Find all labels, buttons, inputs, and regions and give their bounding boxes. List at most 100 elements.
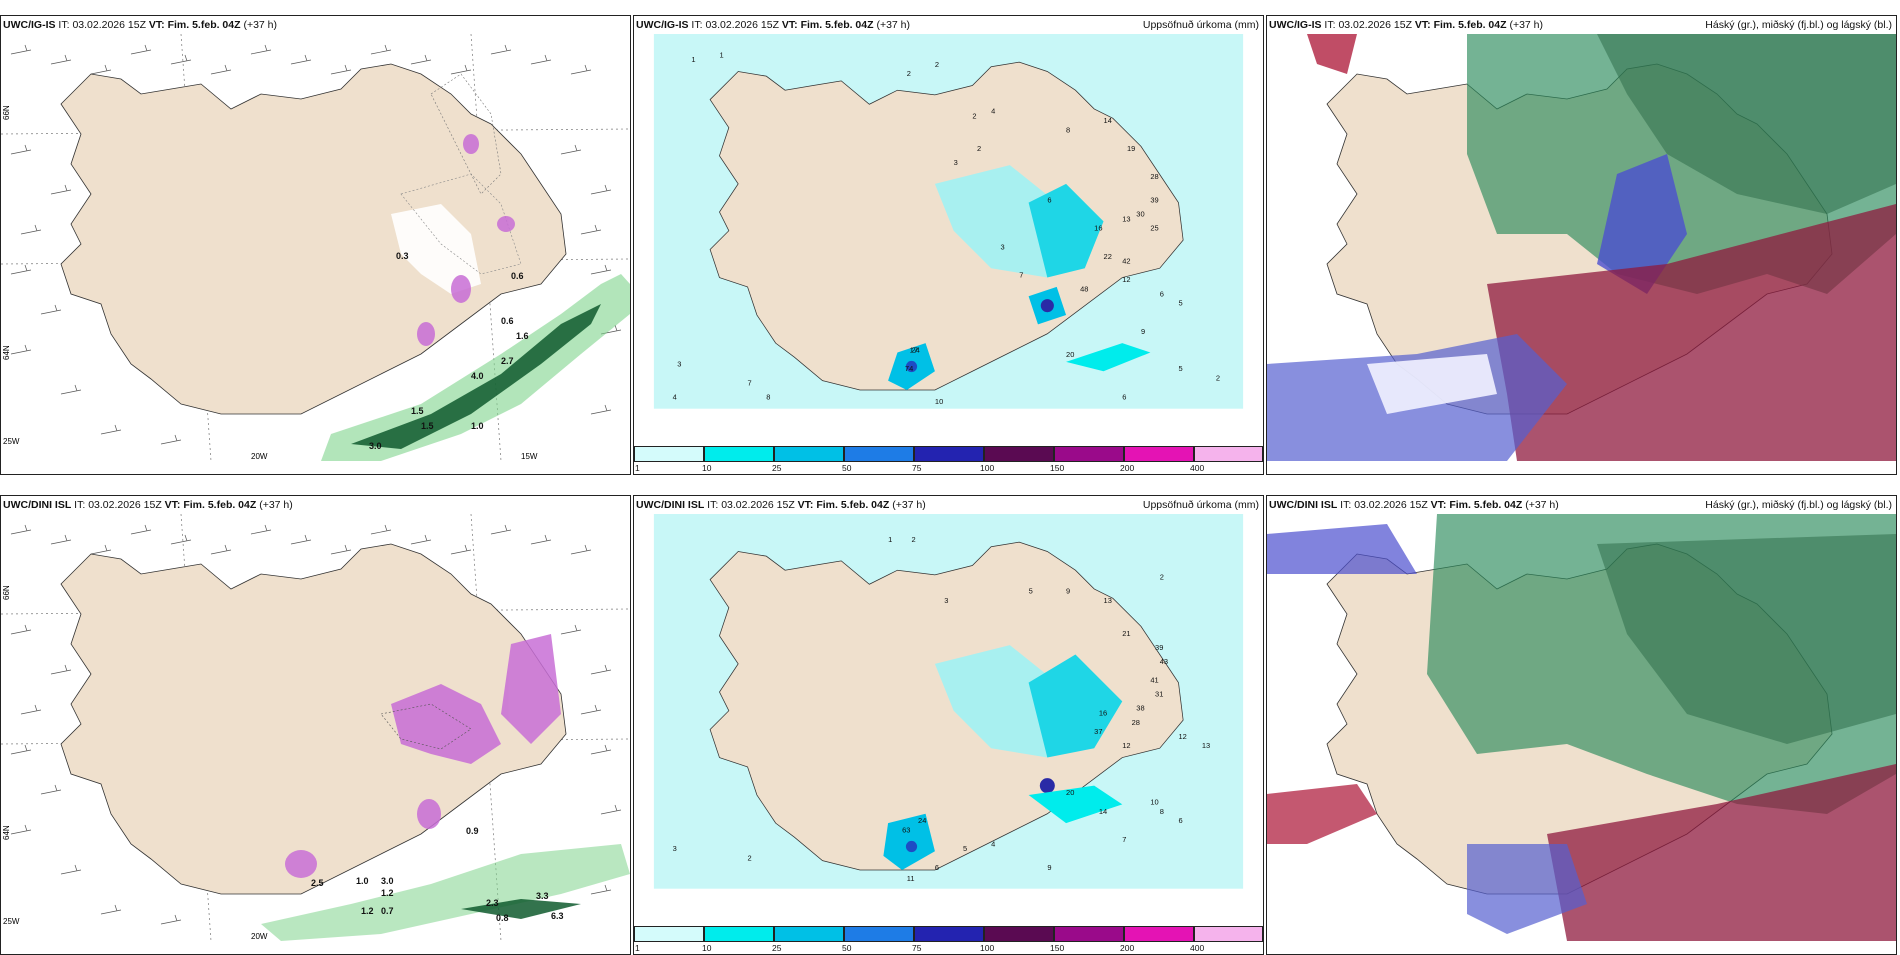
- svg-text:12: 12: [1122, 275, 1130, 284]
- cbar-swatch: [844, 926, 914, 942]
- svg-text:43: 43: [1160, 657, 1168, 666]
- panel-header: UWC/IG-IS IT: 03.02.2026 15Z VT: Fim. 5.…: [3, 19, 278, 31]
- svg-text:5: 5: [963, 844, 967, 853]
- snow-wind-map[interactable]: 66N 64N 20W 15W 25W 0.6 0.3 0.6 4.0 1.5 …: [1, 34, 630, 461]
- panel-header: UWC/DINI ISL IT: 03.02.2026 15Z VT: Fim.…: [3, 499, 293, 511]
- cloud-map-panel: UWC/DINI ISL IT: 03.02.2026 15Z VT: Fim.…: [1266, 495, 1897, 955]
- svg-text:3: 3: [954, 158, 958, 167]
- svg-text:0.8: 0.8: [496, 913, 509, 923]
- precip-value-labels: 1 2 2 3 5 9 13 21 39 43 41 31 38 28 12 1…: [673, 535, 1211, 883]
- cloud-map-panel: UWC/IG-IS IT: 03.02.2026 15Z VT: Fim. 5.…: [1266, 15, 1897, 475]
- svg-text:5: 5: [1178, 299, 1182, 308]
- svg-text:5: 5: [1178, 364, 1182, 373]
- cbar-swatch: [1124, 926, 1194, 942]
- cbar-tick: 25: [772, 943, 782, 953]
- cbar-swatch: [984, 926, 1054, 942]
- panel-header: UWC/IG-IS IT: 03.02.2026 15Z VT: Fim. 5.…: [1269, 19, 1892, 31]
- cbar-tick: 25: [772, 463, 782, 473]
- cbar-tick: 1: [635, 463, 640, 473]
- svg-text:3.0: 3.0: [381, 876, 394, 886]
- panel-header: UWC/IG-IS IT: 03.02.2026 15Z VT: Fim. 5.…: [636, 19, 1259, 31]
- svg-text:1.2: 1.2: [361, 906, 374, 916]
- svg-text:12: 12: [1122, 741, 1130, 750]
- svg-text:12: 12: [1178, 732, 1186, 741]
- svg-text:13: 13: [1122, 214, 1130, 223]
- svg-text:15W: 15W: [521, 452, 538, 461]
- svg-text:39: 39: [1150, 196, 1158, 205]
- cbar-tick: 100: [980, 943, 995, 953]
- svg-text:0.3: 0.3: [396, 251, 409, 261]
- svg-text:16: 16: [1099, 708, 1107, 717]
- precip-colorbar: 1 10 25 50 75 100 150 200 400: [634, 446, 1263, 474]
- svg-text:10: 10: [935, 397, 943, 406]
- svg-text:9: 9: [1141, 327, 1145, 336]
- svg-text:14: 14: [1099, 807, 1107, 816]
- snow-value-labels: 0.6 0.3 0.6 4.0 1.5 1.0 1.6 3.0 2.7 1.5: [369, 251, 529, 451]
- svg-text:0.9: 0.9: [466, 826, 479, 836]
- svg-text:4.0: 4.0: [471, 371, 484, 381]
- svg-text:1: 1: [888, 535, 892, 544]
- svg-text:2: 2: [977, 144, 981, 153]
- svg-text:17: 17: [910, 346, 918, 355]
- svg-text:13: 13: [1202, 741, 1210, 750]
- svg-text:0.6: 0.6: [501, 316, 514, 326]
- cloud-cover-map[interactable]: [1267, 34, 1896, 461]
- panel-header: UWC/DINI ISL IT: 03.02.2026 15Z VT: Fim.…: [636, 499, 1259, 511]
- svg-text:28: 28: [1150, 172, 1158, 181]
- svg-text:11: 11: [907, 874, 915, 883]
- svg-text:63: 63: [902, 826, 910, 835]
- precip-map[interactable]: 1 1 2 2 3 2 2 4 6 8 14 19 28 39 30 25 13…: [634, 34, 1263, 434]
- svg-text:31: 31: [1155, 690, 1163, 699]
- svg-text:38: 38: [1136, 704, 1144, 713]
- cbar-swatch: [1194, 446, 1263, 462]
- svg-text:20W: 20W: [251, 932, 268, 941]
- svg-text:1.6: 1.6: [516, 331, 529, 341]
- svg-text:9: 9: [1047, 863, 1051, 872]
- svg-text:24: 24: [911, 346, 919, 355]
- svg-text:2: 2: [907, 69, 911, 78]
- precip-map[interactable]: 1 2 2 3 5 9 13 21 39 43 41 31 38 28 12 1…: [634, 514, 1263, 914]
- svg-text:2: 2: [911, 535, 915, 544]
- svg-text:48: 48: [1080, 285, 1088, 294]
- svg-text:4: 4: [673, 392, 677, 401]
- cbar-tick: 50: [842, 463, 852, 473]
- svg-text:3.0: 3.0: [369, 441, 382, 451]
- svg-text:4: 4: [991, 107, 995, 116]
- cbar-swatch: [774, 446, 844, 462]
- svg-text:8: 8: [1160, 807, 1164, 816]
- svg-text:30: 30: [1136, 210, 1144, 219]
- svg-text:3: 3: [944, 596, 948, 605]
- svg-text:2: 2: [1160, 573, 1164, 582]
- cbar-tick: 200: [1120, 943, 1135, 953]
- svg-text:24: 24: [918, 816, 926, 825]
- svg-text:7: 7: [1019, 271, 1023, 280]
- svg-text:66N: 66N: [2, 585, 11, 600]
- cbar-tick: 75: [912, 943, 922, 953]
- svg-text:25W: 25W: [3, 437, 20, 446]
- cbar-swatch: [634, 446, 704, 462]
- snow-value-labels: 0.9 2.5 1.0 3.0 1.2 0.7 3.3 0.8 6.3 2.3 …: [311, 826, 564, 923]
- panel-header: UWC/DINI ISL IT: 03.02.2026 15Z VT: Fim.…: [1269, 499, 1892, 511]
- cbar-tick: 50: [842, 943, 852, 953]
- cbar-swatch: [1194, 926, 1263, 942]
- cbar-swatch: [984, 446, 1054, 462]
- cbar-tick: 10: [702, 463, 712, 473]
- svg-text:3.3: 3.3: [536, 891, 549, 901]
- svg-text:5: 5: [1029, 587, 1033, 596]
- svg-text:2.5: 2.5: [311, 878, 324, 888]
- svg-text:1.5: 1.5: [421, 421, 434, 431]
- cbar-swatch: [774, 926, 844, 942]
- cloud-cover-map[interactable]: [1267, 514, 1896, 941]
- svg-text:64N: 64N: [2, 345, 11, 360]
- cbar-swatch: [634, 926, 704, 942]
- cbar-swatch: [914, 926, 984, 942]
- precip-map-panel: UWC/IG-IS IT: 03.02.2026 15Z VT: Fim. 5.…: [633, 15, 1264, 475]
- cbar-swatch: [1054, 926, 1124, 942]
- svg-text:20: 20: [1066, 788, 1074, 797]
- cbar-swatch: [914, 446, 984, 462]
- cbar-tick: 10: [702, 943, 712, 953]
- svg-text:6: 6: [1047, 196, 1051, 205]
- svg-text:6: 6: [935, 863, 939, 872]
- snow-wind-map[interactable]: 66N 64N 20W 25W 0.9 2.5 1.0 3.0 1.2 0.7 …: [1, 514, 630, 941]
- svg-text:66N: 66N: [2, 105, 11, 120]
